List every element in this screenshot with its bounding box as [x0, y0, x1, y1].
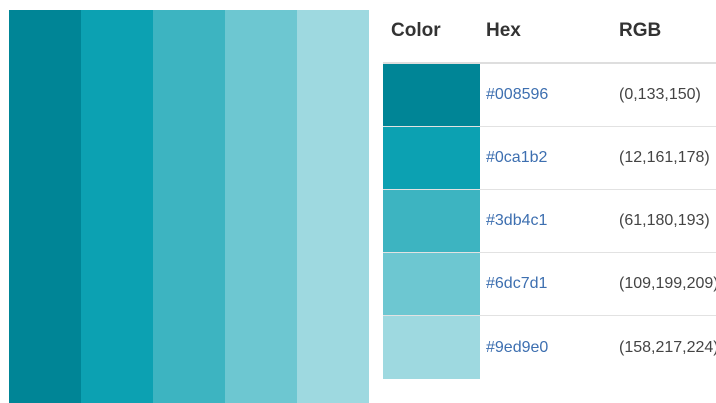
table-header: Color Hex RGB — [383, 0, 716, 64]
hex-link[interactable]: #3db4c1 — [486, 212, 548, 229]
color-swatch — [383, 253, 480, 315]
palette-stripe-2 — [81, 10, 153, 403]
color-swatch — [383, 127, 480, 189]
rgb-value: (12,161,178) — [619, 149, 710, 166]
palette-stripe-5 — [297, 10, 369, 403]
hex-link[interactable]: #6dc7d1 — [486, 275, 548, 292]
palette-strip — [9, 10, 369, 403]
palette-stripe-4 — [225, 10, 297, 403]
header-color: Color — [391, 20, 441, 41]
table-row: #9ed9e0 (158,217,224) — [383, 316, 716, 379]
table-row: #0ca1b2 (12,161,178) — [383, 127, 716, 190]
hex-link[interactable]: #9ed9e0 — [486, 338, 549, 356]
palette-stripe-1 — [9, 10, 81, 403]
color-swatch — [383, 64, 480, 126]
rgb-value: (0,133,150) — [619, 86, 701, 103]
color-swatch — [383, 190, 480, 252]
rgb-value: (109,199,209) — [619, 275, 716, 292]
hex-link[interactable]: #0ca1b2 — [486, 149, 548, 166]
rgb-value: (61,180,193) — [619, 212, 710, 229]
header-hex: Hex — [486, 20, 521, 41]
header-rgb: RGB — [619, 20, 662, 41]
table-row: #008596 (0,133,150) — [383, 64, 716, 127]
color-table: Color Hex RGB #008596 (0,133,150) #0ca1b… — [383, 0, 716, 379]
color-swatch — [383, 316, 480, 379]
table-row: #3db4c1 (61,180,193) — [383, 190, 716, 253]
table-row: #6dc7d1 (109,199,209) — [383, 253, 716, 316]
hex-link[interactable]: #008596 — [486, 86, 549, 103]
rgb-value: (158,217,224) — [619, 338, 716, 356]
palette-stripe-3 — [153, 10, 225, 403]
